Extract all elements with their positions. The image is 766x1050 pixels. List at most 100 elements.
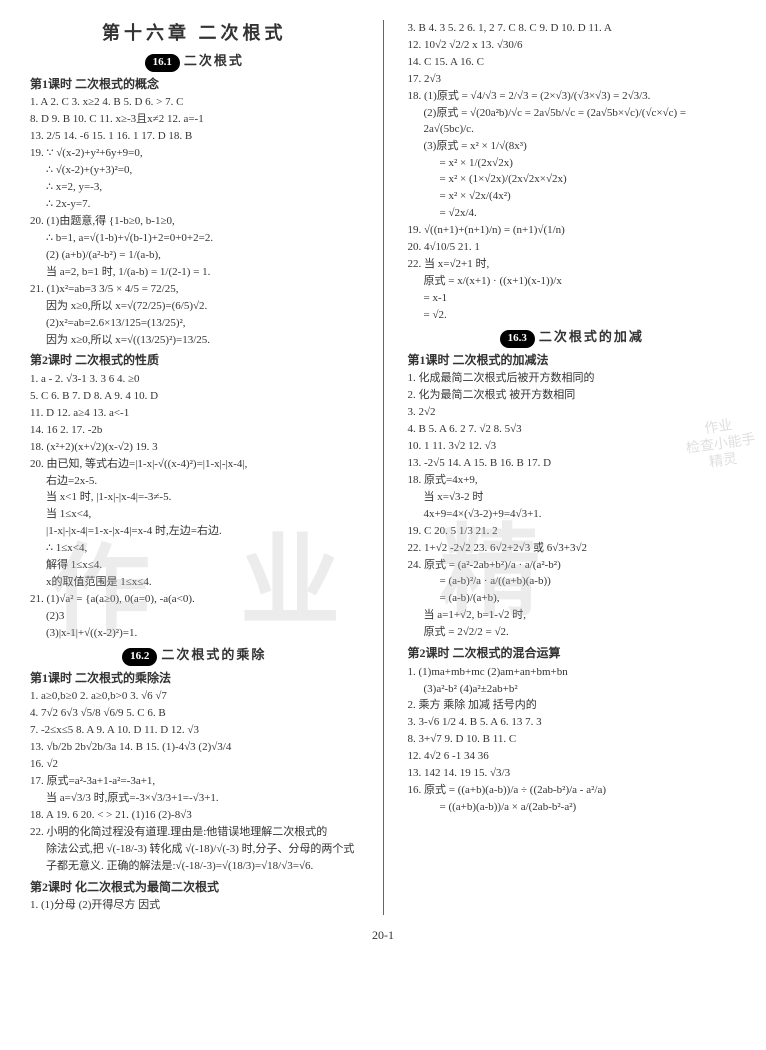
answer-line: 当 x<1 时, |1-x|-|x-4|=-3≠-5. [30,490,359,506]
lesson-1-2-title: 第2课时 二次根式的性质 [30,352,359,369]
answer-line: (2)3 [30,609,359,625]
answer-line: 17. 原式=a²-3a+1-a²=-3a+1, [30,774,359,790]
answer-line: x的取值范围是 1≤x≤4. [30,575,359,591]
lesson-3-1-title: 第1课时 二次根式的加减法 [408,352,737,369]
answer-line: 1. a≥0,b≥0 2. a≥0,b>0 3. √6 √7 [30,689,359,705]
answer-line: = (a-b)/(a+b), [408,591,737,607]
watermark-stamp: 作业检查小能手精灵 [683,415,759,475]
page-footer: 20-1 [30,927,736,944]
section-badge-16-2: 16.2 [122,648,157,666]
answer-line: (2)原式 = √(20a²b)/√c = 2a√5b/√c = (2a√5b×… [408,106,737,138]
answer-line: |1-x|-|x-4|=1-x-|x-4|=x-4 时,左边=右边. [30,524,359,540]
answer-line: 12. 10√2 √2/2 x 13. √30/6 [408,38,737,54]
answer-line: 4. 7√2 6√3 √5/8 √6/9 5. C 6. B [30,706,359,722]
answer-line: 原式 = x/(x+1) · ((x+1)(x-1))/x [408,274,737,290]
answer-line: = √2x/4. [408,206,737,222]
answer-line: 21. (1)x²=ab=3 3/5 × 4/5 = 72/25, [30,282,359,298]
section-16-2-title: 16.2 二次根式的乘除 [30,646,359,666]
answer-line: 因为 x≥0,所以 x=√((13/25)²)=13/25. [30,333,359,349]
section-16-2-text: 二次根式的乘除 [161,647,266,662]
answer-line: 14. C 15. A 16. C [408,55,737,71]
answer-line: 2. 乘方 乘除 加减 括号内的 [408,698,737,714]
answer-line: = x² × √2x/(4x²) [408,189,737,205]
answer-line: ∴ 1≤x<4, [30,541,359,557]
answer-line: 16. √2 [30,757,359,773]
answer-line: 1. 化成最简二次根式后被开方数相同的 [408,371,737,387]
answer-line: 20. 由已知, 等式右边=|1-x|-√((x-4)²)=|1-x|-|x-4… [30,457,359,473]
answer-line: 17. 2√3 [408,72,737,88]
lesson-1-1-title: 第1课时 二次根式的概念 [30,76,359,93]
column-divider [383,20,384,915]
left-column: 第十六章 二次根式 16.1 二次根式 第1课时 二次根式的概念 1. A 2. … [30,20,359,915]
answer-line: 13. 142 14. 19 15. √3/3 [408,766,737,782]
answer-line: 1. a - 2. √3-1 3. 3 6 4. ≥0 [30,372,359,388]
lesson-2-2-title: 第2课时 化二次根式为最简二次根式 [30,879,359,896]
answer-line: 22. 1+√2 -2√2 23. 6√2+2√3 或 6√3+3√2 [408,541,737,557]
answer-line: 18. A 19. 6 20. < > 21. (1)16 (2)-8√3 [30,808,359,824]
answer-line: 18. (x²+2)(x+√2)(x-√2) 19. 3 [30,440,359,456]
answer-line: = x² × (1×√2x)/(2x√2x×√2x) [408,172,737,188]
answer-line: = x-1 [408,291,737,307]
answer-line: ∴ b=1, a=√(1-b)+√(b-1)+2=0+0+2=2. [30,231,359,247]
answer-line: 12. 4√2 6 -1 34 36 [408,749,737,765]
answer-line: 2. 化为最简二次根式 被开方数相同 [408,388,737,404]
answer-line: 5. C 6. B 7. D 8. A 9. 4 10. D [30,389,359,405]
answer-line: 4x+9=4×(√3-2)+9=4√3+1. [408,507,737,523]
lesson-2-1-title: 第1课时 二次根式的乘除法 [30,670,359,687]
answer-line: 当 a=2, b=1 时, 1/(a-b) = 1/(2-1) = 1. [30,265,359,281]
answer-line: 因为 x≥0,所以 x=√(72/25)=(6/5)√2. [30,299,359,315]
answer-line: 1. A 2. C 3. x≥2 4. B 5. D 6. > 7. C [30,95,359,111]
answer-line: 解得 1≤x≤4. [30,558,359,574]
answer-line: 当 1≤x<4, [30,507,359,523]
answer-line: 21. (1)√a² = {a(a≥0), 0(a=0), -a(a<0). [30,592,359,608]
answer-line: (2)x²=ab=2.6×13/125=(13/25)², [30,316,359,332]
chapter-title: 第十六章 二次根式 [30,20,359,46]
answer-line: 除法公式,把 √(-18/-3) 转化成 √(-18)/√(-3) 时,分子、分… [30,842,359,858]
answer-line: ∴ √(x-2)+(y+3)²=0, [30,163,359,179]
answer-line: 20. (1)由题意,得 {1-b≥0, b-1≥0, [30,214,359,230]
answer-line: 3. 2√2 [408,405,737,421]
section-16-1-title: 16.1 二次根式 [30,52,359,72]
section-16-3-text: 二次根式的加减 [539,329,644,344]
answer-line: = ((a+b)(a-b))/a × a/(2ab-b²-a²) [408,800,737,816]
answer-line: 1. (1)分母 (2)开得尽方 因式 [30,898,359,914]
answer-line: 19. √((n+1)+(n+1)/n) = (n+1)√(1/n) [408,223,737,239]
section-16-3-title: 16.3 二次根式的加减 [408,328,737,348]
section-badge-16-3: 16.3 [500,330,535,348]
answer-line: (3)a²-b² (4)a²±2ab+b² [408,682,737,698]
page-columns: 第十六章 二次根式 16.1 二次根式 第1课时 二次根式的概念 1. A 2. … [30,20,736,915]
answer-line: 8. D 9. B 10. C 11. x≥-3且x≠2 12. a=-1 [30,112,359,128]
answer-line: 8. 3+√7 9. D 10. B 11. C [408,732,737,748]
answer-line: = √2. [408,308,737,324]
section-16-1-text: 二次根式 [184,53,244,68]
answer-line: 7. -2≤x≤5 8. A 9. A 10. D 11. D 12. √3 [30,723,359,739]
answer-line: 3. 3-√6 1/2 4. B 5. A 6. 13 7. 3 [408,715,737,731]
lesson-3-2-title: 第2课时 二次根式的混合运算 [408,645,737,662]
answer-line: 14. 16 2. 17. -2b [30,423,359,439]
answer-line: 18. (1)原式 = √4/√3 = 2/√3 = (2×√3)/(√3×√3… [408,89,737,105]
right-column: 3. B 4. 3 5. 2 6. 1, 2 7. C 8. C 9. D 10… [408,20,737,915]
answer-line: 22. 当 x=√2+1 时, [408,257,737,273]
answer-line: 19. ∵ √(x-2)+y²+6y+9=0, [30,146,359,162]
answer-line: 19. C 20. 5 1/3 21. 2 [408,524,737,540]
answer-line: 1. (1)ma+mb+mc (2)am+an+bm+bn [408,665,737,681]
answer-line: (3)|x-1|+√((x-2)²)=1. [30,626,359,642]
answer-line: 13. √b/2b 2b√2b/3a 14. B 15. (1)-4√3 (2)… [30,740,359,756]
answer-line: = (a-b)²/a · a/((a+b)(a-b)) [408,574,737,590]
answer-line: 当 x=√3-2 时 [408,490,737,506]
answer-line: 原式 = 2√2/2 = √2. [408,625,737,641]
answer-line: 16. 原式 = ((a+b)(a-b))/a ÷ ((2ab-b²)/a - … [408,783,737,799]
answer-line: 24. 原式 = (a²-2ab+b²)/a · a/(a²-b²) [408,558,737,574]
answer-line: 20. 4√10/5 21. 1 [408,240,737,256]
answer-line: 子都无意义. 正确的解法是:√(-18/-3)=√(18/3)=√18/√3=√… [30,859,359,875]
answer-line: 当 a=√3/3 时,原式=-3×√3/3+1=-√3+1. [30,791,359,807]
section-badge-16-1: 16.1 [145,54,180,72]
answer-line: 右边=2x-5. [30,474,359,490]
answer-line: 3. B 4. 3 5. 2 6. 1, 2 7. C 8. C 9. D 10… [408,21,737,37]
answer-line: 13. 2/5 14. -6 15. 1 16. 1 17. D 18. B [30,129,359,145]
answer-line: = x² × 1/(2x√2x) [408,156,737,172]
answer-line: 11. D 12. a≥4 13. a<-1 [30,406,359,422]
answer-line: (2) (a+b)/(a²-b²) = 1/(a-b), [30,248,359,264]
answer-line: 18. 原式=4x+9, [408,473,737,489]
answer-line: 当 a=1+√2, b=1-√2 时, [408,608,737,624]
